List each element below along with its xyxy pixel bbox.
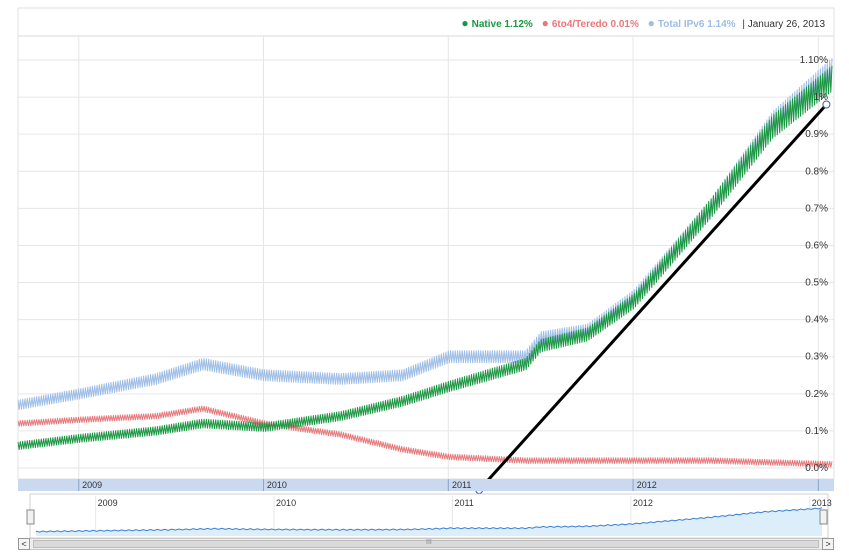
y-tick-label: 0.0% bbox=[805, 463, 828, 474]
y-tick-label: 0.2% bbox=[805, 389, 828, 400]
y-tick-label: 1% bbox=[814, 92, 829, 103]
navigator-year-label: 2013 bbox=[812, 498, 832, 508]
y-tick-label: 0.5% bbox=[805, 278, 828, 289]
x-tick-label: 2009 bbox=[82, 480, 102, 490]
navigator-left-handle bbox=[26, 509, 35, 525]
y-tick-label: 1.10% bbox=[800, 55, 828, 66]
legend-native-label: Native 1.12% bbox=[471, 19, 533, 30]
navigator-area bbox=[36, 507, 822, 536]
y-tick-label: 0.7% bbox=[805, 203, 828, 214]
navigator[interactable]: 2009 2010 2011 2012 2013 bbox=[26, 493, 832, 539]
x-axis-band bbox=[18, 479, 834, 491]
series-line-6to4-teredo bbox=[17, 405, 833, 468]
legend-teredo-label: 6to4/Teredo 0.01% bbox=[551, 19, 639, 30]
y-tick-label: 0.4% bbox=[805, 315, 828, 326]
annotation-end-point bbox=[822, 100, 831, 109]
legend-teredo[interactable]: ● 6to4/Teredo 0.01% bbox=[541, 16, 642, 30]
y-tick-label: 0.1% bbox=[805, 426, 828, 437]
legend-date: | January 26, 2013 bbox=[742, 19, 825, 30]
x-tick-label: 2012 bbox=[637, 480, 657, 490]
legend-total-label: Total IPv6 1.14% bbox=[657, 19, 736, 30]
scrollbar-thumb[interactable]: III bbox=[33, 539, 819, 548]
navigator-scrollbar[interactable]: < III > bbox=[18, 538, 834, 550]
annotation-trend-line bbox=[477, 103, 828, 492]
y-tick-label: 0.8% bbox=[805, 166, 828, 177]
y-tick-label: 0.9% bbox=[805, 129, 828, 140]
legend-teredo-marker: ● bbox=[541, 16, 549, 30]
legend-total-marker: ● bbox=[647, 16, 655, 30]
annotation bbox=[475, 100, 831, 494]
scrollbar-grip: III bbox=[426, 539, 432, 546]
x-tick-label: 2011 bbox=[452, 480, 471, 490]
y-tick-label: 0.6% bbox=[805, 240, 828, 251]
plot-frame bbox=[17, 7, 835, 480]
scroll-left-button[interactable]: < bbox=[18, 538, 30, 550]
series-line-native bbox=[17, 65, 833, 450]
legend-native[interactable]: ● Native 1.12% bbox=[461, 16, 535, 30]
legend-native-marker: ● bbox=[461, 16, 469, 30]
navigator-year-label: 2009 bbox=[98, 498, 118, 508]
navigator-year-label: 2011 bbox=[454, 498, 473, 508]
chart-legend: ● Native 1.12% ● 6to4/Teredo 0.01% ● Total … bbox=[455, 16, 825, 30]
navigator-year-label: 2010 bbox=[276, 498, 296, 508]
legend-total[interactable]: ● Total IPv6 1.14% bbox=[647, 16, 739, 30]
x-tick-label: 2010 bbox=[267, 480, 287, 490]
series-lines bbox=[17, 58, 833, 468]
navigator-right-handle bbox=[819, 509, 828, 525]
chart-container: ● Native 1.12% ● 6to4/Teredo 0.01% ● Total … bbox=[18, 8, 837, 555]
grid bbox=[17, 7, 835, 480]
y-tick-label: 0.3% bbox=[805, 352, 828, 363]
navigator-year-label: 2012 bbox=[633, 498, 653, 508]
navigator-line bbox=[35, 507, 823, 533]
axes: 0.0% 0.1% 0.2% 0.3% 0.4% 0.5% 0.6% 0.7% 0.8% 0.9%… bbox=[18, 55, 834, 491]
scroll-right-button[interactable]: > bbox=[822, 538, 834, 550]
